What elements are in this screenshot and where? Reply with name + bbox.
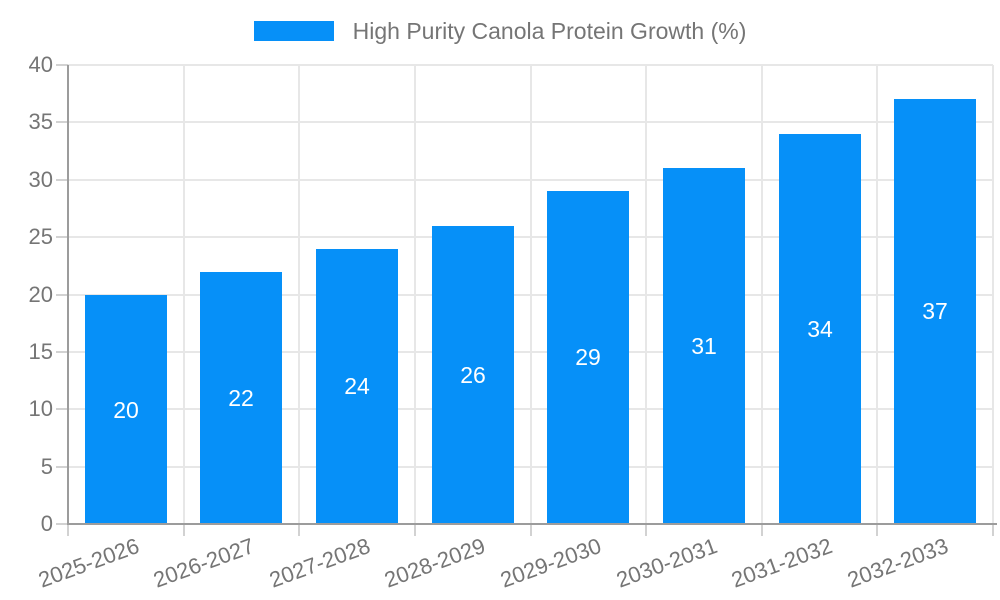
x-axis-tick (760, 524, 763, 536)
bar: 31 (663, 168, 745, 524)
bar: 29 (547, 191, 629, 524)
x-axis-line (67, 523, 997, 525)
bar-value-label: 22 (228, 384, 254, 411)
y-axis-label: 0 (40, 511, 53, 536)
x-axis-tick (67, 524, 69, 536)
x-axis-label: 2032-2033 (843, 533, 952, 593)
bar-value-label: 37 (922, 298, 948, 324)
x-axis-tick (645, 524, 648, 536)
bar: 34 (779, 134, 861, 524)
x-axis-tick (413, 524, 416, 536)
y-axis-tick (56, 465, 68, 468)
x-axis-tick (992, 524, 994, 536)
x-axis-label: 2030-2031 (612, 533, 721, 593)
y-axis-label: 35 (28, 109, 53, 135)
legend-label: High Purity Canola Protein Growth (%) (352, 17, 747, 44)
x-axis-label: 2026-2027 (150, 533, 258, 593)
y-axis-tick (56, 178, 68, 181)
x-gridline (413, 65, 416, 524)
y-axis-tick (56, 236, 68, 239)
y-axis-label: 10 (28, 396, 53, 422)
bar: 20 (85, 295, 167, 525)
x-gridline (992, 65, 994, 524)
y-axis-label: 30 (28, 166, 53, 192)
x-gridline (645, 65, 648, 524)
y-axis-tick (56, 293, 68, 296)
x-axis-label: 2029-2030 (497, 533, 605, 593)
y-axis-tick (56, 64, 68, 66)
x-axis-label: 2027-2028 (265, 533, 374, 593)
y-axis-label: 20 (28, 281, 53, 307)
x-gridline (876, 65, 879, 524)
y-axis-label: 5 (40, 453, 53, 479)
bar: 37 (894, 99, 976, 524)
legend-swatch-icon (253, 21, 334, 41)
x-gridline (760, 65, 763, 524)
bar: 26 (432, 226, 514, 524)
x-axis-tick (182, 524, 185, 536)
x-gridline (298, 65, 301, 524)
y-axis-label: 15 (28, 338, 53, 364)
y-axis-label: 40 (28, 52, 53, 77)
bar: 22 (200, 272, 282, 524)
bar-value-label: 26 (460, 361, 486, 388)
bar: 24 (316, 249, 398, 524)
x-axis-label: 2028-2029 (381, 533, 489, 593)
x-gridline (529, 65, 532, 524)
y-axis-tick (56, 408, 68, 411)
x-axis-tick (876, 524, 879, 536)
bar-value-label: 24 (344, 373, 370, 399)
bar-value-label: 34 (807, 315, 833, 342)
y-axis-tick (56, 121, 68, 124)
y-axis-tick (56, 523, 68, 525)
bar-value-label: 31 (691, 332, 717, 359)
y-axis-tick (56, 350, 68, 353)
y-axis-line (67, 65, 69, 524)
chart-legend: High Purity Canola Protein Growth (%) (0, 15, 1000, 47)
legend-item[interactable]: High Purity Canola Protein Growth (%) (253, 17, 747, 45)
x-axis-tick (298, 524, 301, 536)
x-axis-tick (529, 524, 532, 536)
bar-value-label: 20 (113, 396, 139, 423)
bar-value-label: 29 (575, 344, 601, 370)
y-axis-label: 25 (28, 224, 53, 250)
x-axis-label: 2031-2032 (728, 533, 836, 593)
x-axis-label: 2025-2026 (34, 533, 143, 593)
x-gridline (182, 65, 185, 524)
